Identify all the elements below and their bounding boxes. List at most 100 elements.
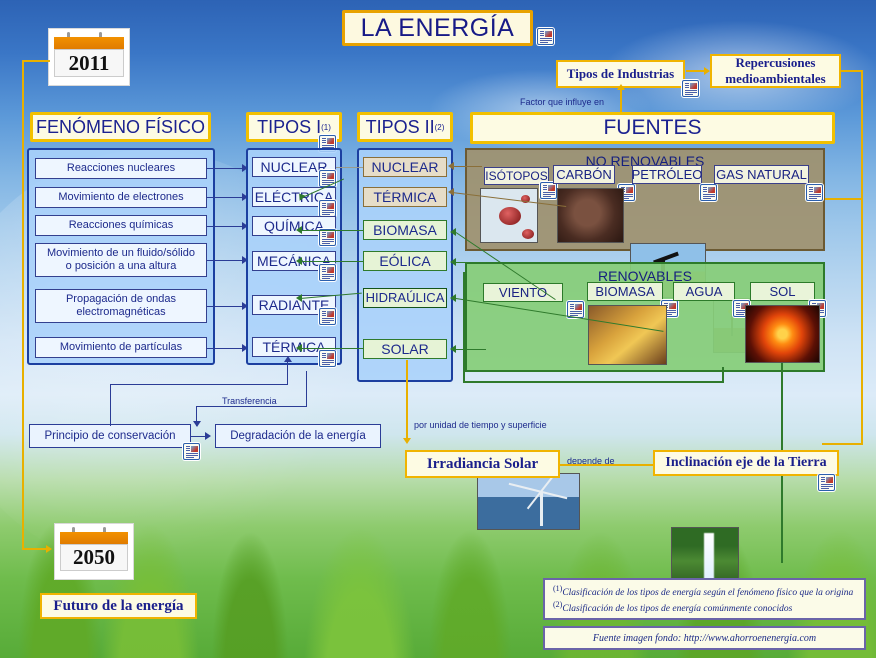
column-header-label: TIPOS I bbox=[257, 116, 322, 137]
footnote-2: (2)Clasificación de los tipos de energía… bbox=[553, 600, 856, 616]
source-caption[interactable]: SOL bbox=[750, 282, 815, 301]
source-caption[interactable]: AGUA bbox=[673, 282, 735, 301]
transferencia-label: Transferencia bbox=[222, 396, 277, 406]
repercusiones-box[interactable]: Repercusiones medioambientales bbox=[710, 54, 841, 88]
connector-arrow bbox=[403, 438, 411, 444]
column-header-fenomeno: FENÓMENO FÍSICO bbox=[30, 112, 211, 142]
list-item[interactable]: NUCLEAR bbox=[363, 157, 447, 177]
footnote-text: Clasificación de los tipos de energía se… bbox=[562, 588, 854, 599]
connector bbox=[287, 358, 288, 384]
list-item[interactable]: Movimiento de partículas bbox=[35, 337, 207, 358]
connector-arrow bbox=[242, 344, 248, 352]
source-caption[interactable]: ISÓTOPOS bbox=[484, 167, 549, 185]
note-icon[interactable] bbox=[540, 182, 557, 199]
column-header-label: TIPOS II bbox=[365, 116, 435, 137]
futuro-box[interactable]: Futuro de la energía bbox=[40, 593, 197, 619]
note-icon[interactable] bbox=[682, 80, 699, 97]
note-icon[interactable] bbox=[806, 184, 823, 201]
connector bbox=[110, 384, 288, 385]
list-item[interactable]: EÓLICA bbox=[363, 251, 447, 271]
list-item[interactable]: NUCLEAR bbox=[252, 157, 336, 177]
connector bbox=[207, 306, 246, 307]
source-caption[interactable]: GAS NATURAL bbox=[714, 165, 809, 184]
connector-arrow bbox=[450, 258, 456, 266]
list-item[interactable]: Reacciones químicas bbox=[35, 215, 207, 236]
footnote-ref: (2) bbox=[434, 122, 445, 132]
connector-arrow bbox=[242, 164, 248, 172]
note-icon[interactable] bbox=[537, 28, 554, 45]
connector bbox=[686, 70, 706, 72]
calendar-2011: 2011 bbox=[48, 28, 130, 86]
source-caption[interactable]: BIOMASA bbox=[587, 282, 663, 301]
connector-arrow bbox=[296, 294, 302, 302]
connector bbox=[456, 349, 486, 350]
biomasa-image bbox=[588, 305, 667, 365]
note-icon[interactable] bbox=[319, 264, 336, 281]
connector bbox=[196, 406, 306, 407]
connector bbox=[822, 443, 862, 445]
footnote-marker: (2) bbox=[553, 599, 563, 609]
list-item[interactable]: Propagación de ondas electromagnéticas bbox=[35, 289, 207, 323]
list-item[interactable]: BIOMASA bbox=[363, 220, 447, 240]
connector-arrow bbox=[450, 228, 456, 236]
connector bbox=[306, 371, 307, 407]
note-icon[interactable] bbox=[319, 350, 336, 367]
footnote-marker: (1) bbox=[553, 584, 563, 593]
footnote-text: Clasificación de los tipos de energía co… bbox=[562, 604, 793, 615]
note-icon[interactable] bbox=[183, 443, 200, 460]
note-icon[interactable] bbox=[319, 229, 336, 246]
connector bbox=[463, 272, 465, 382]
connector bbox=[841, 70, 863, 72]
source-caption[interactable]: VIENTO bbox=[483, 283, 563, 302]
note-icon[interactable] bbox=[818, 474, 835, 491]
list-item[interactable]: TÉRMICA bbox=[252, 337, 336, 357]
depende-label: depende de bbox=[567, 456, 615, 466]
connector-arrow bbox=[450, 345, 456, 353]
connector-arrow bbox=[242, 302, 248, 310]
note-icon[interactable] bbox=[319, 308, 336, 325]
connector bbox=[722, 367, 724, 383]
connector bbox=[207, 168, 246, 169]
list-item[interactable]: QUÍMICA bbox=[252, 216, 336, 236]
list-item[interactable]: Reacciones nucleares bbox=[35, 158, 207, 179]
connector-arrow bbox=[284, 356, 292, 362]
calendar-year: 2050 bbox=[59, 543, 129, 572]
connector bbox=[452, 166, 482, 167]
connector bbox=[822, 198, 862, 200]
carbon-image bbox=[557, 188, 624, 243]
source-caption[interactable]: PETRÓLEO bbox=[631, 165, 703, 184]
connector-arrow bbox=[704, 67, 710, 75]
list-item[interactable]: SOLAR bbox=[363, 339, 447, 359]
note-icon[interactable] bbox=[319, 200, 336, 217]
inclinacion-box[interactable]: Inclinación eje de la Tierra bbox=[653, 450, 839, 476]
connector bbox=[300, 230, 363, 231]
degradacion-box[interactable]: Degradación de la energía bbox=[215, 424, 381, 448]
connector-arrow bbox=[242, 222, 248, 230]
page-title: LA ENERGÍA bbox=[342, 10, 533, 46]
connector-arrow bbox=[617, 84, 625, 90]
footnotes-box: (1)Clasificación de los tipos de energía… bbox=[543, 578, 866, 620]
group-title: RENOVABLES bbox=[598, 268, 692, 284]
connector-arrow bbox=[296, 226, 302, 234]
list-item[interactable]: MECÁNICA bbox=[252, 251, 336, 271]
connector-arrow bbox=[296, 344, 302, 352]
source-caption[interactable]: CARBÓN bbox=[553, 165, 615, 184]
viento-image bbox=[477, 473, 580, 530]
list-item[interactable]: RADIANTE bbox=[252, 295, 336, 315]
connector bbox=[300, 348, 363, 349]
industrias-box[interactable]: Tipos de Industrias bbox=[556, 60, 685, 88]
conservacion-box[interactable]: Principio de conservación bbox=[29, 424, 191, 448]
connector bbox=[207, 260, 246, 261]
list-item[interactable]: Movimiento de un fluido/sólido o posició… bbox=[35, 243, 207, 277]
list-item[interactable]: TÉRMICA bbox=[363, 187, 447, 207]
connector bbox=[620, 88, 622, 115]
note-icon[interactable] bbox=[700, 184, 717, 201]
connector-arrow bbox=[448, 188, 454, 196]
list-item[interactable]: HIDRAÚLICA bbox=[363, 288, 447, 308]
irradiancia-box[interactable]: Irradiancia Solar bbox=[405, 450, 560, 478]
list-item[interactable]: Movimiento de electrones bbox=[35, 187, 207, 208]
connector-arrow bbox=[448, 162, 454, 170]
timeline-connector bbox=[22, 60, 24, 548]
connector bbox=[861, 70, 863, 445]
